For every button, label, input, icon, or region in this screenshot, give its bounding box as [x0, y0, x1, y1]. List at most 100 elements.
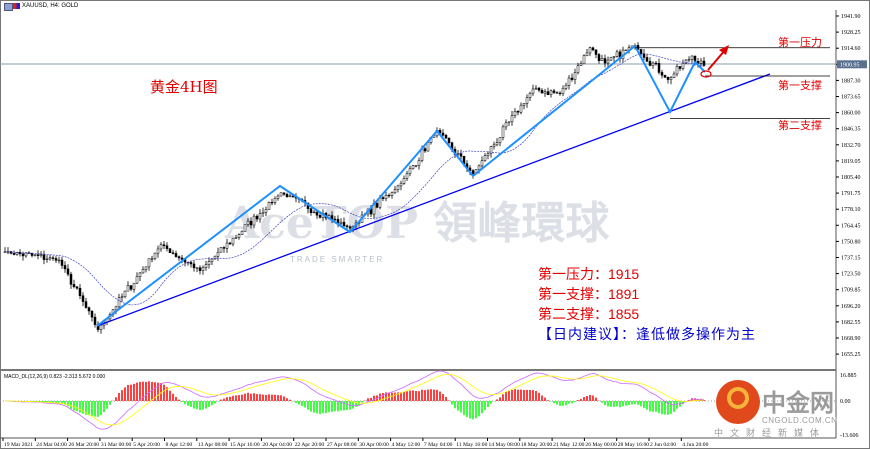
candle-body: [579, 63, 583, 67]
candle-body: [567, 77, 571, 86]
x-tick-label: 27 Apr 08:00: [327, 442, 357, 448]
window-icon: [4, 3, 13, 11]
candle-body: [387, 194, 391, 197]
candle-body: [207, 261, 211, 265]
candle-body: [210, 258, 214, 262]
candle-body: [696, 61, 700, 64]
candle-body: [609, 56, 613, 61]
x-tick-label: 15 Apr 16:00: [230, 442, 260, 448]
candle-body: [480, 160, 484, 167]
candle-body: [129, 285, 133, 290]
candle-body: [669, 77, 673, 80]
candle-body: [690, 55, 694, 60]
y-tick-label: 1696.20: [841, 304, 861, 310]
candle-body: [75, 286, 79, 289]
candle-body: [549, 90, 553, 95]
cngold-logo: 中金网 CNGOLD.COM.CN 中文财经新媒体: [714, 380, 837, 439]
candle-body: [42, 254, 46, 260]
annotations: [96, 44, 830, 327]
candle-body: [555, 92, 559, 94]
candle-body: [117, 297, 121, 308]
candle-body: [90, 310, 94, 318]
x-tick-label: 26 May 00:00: [585, 442, 617, 448]
candle-body: [99, 324, 103, 330]
y-tick-label: 1846.35: [841, 127, 861, 133]
candle-body: [237, 234, 241, 238]
candle-body: [144, 266, 148, 270]
candle-body: [270, 201, 274, 204]
candle-body: [126, 285, 130, 292]
candle-body: [180, 257, 184, 260]
x-tick-label: 31 Mar 00:00: [101, 442, 132, 448]
candle-body: [657, 63, 661, 73]
candle-body: [345, 225, 349, 228]
candle-body: [78, 287, 82, 296]
candle-body: [147, 258, 151, 268]
candle-body: [135, 276, 139, 284]
x-tick-label: 4 May 12:00: [392, 442, 421, 448]
y-tick-label: 1805.40: [841, 175, 861, 181]
candle-body: [255, 215, 259, 220]
candle-body: [402, 178, 406, 184]
candle-body: [501, 126, 505, 138]
price-axis: 1941.90 1928.25 1914.60 1900.95 1887.30 1873.…: [836, 14, 867, 358]
candle-body: [543, 91, 547, 94]
y-tick-label: 1655.25: [841, 352, 861, 358]
analysis-box: 第一压力：1915 第一支撑：1891 第二支撑：1855 【日内建议】：逢低做…: [538, 264, 756, 344]
candle-body: [189, 262, 193, 265]
candle-body: [249, 220, 253, 226]
candle-body: [36, 254, 40, 256]
candle-body: [477, 165, 481, 170]
candle-body: [459, 153, 463, 157]
logo-mark-icon: [716, 380, 760, 424]
candle-body: [552, 90, 556, 93]
candle-body: [93, 316, 97, 325]
candle-body: [693, 55, 697, 62]
candle-body: [195, 267, 199, 269]
candle-body: [339, 221, 343, 224]
candle-body: [492, 144, 496, 147]
candle-body: [396, 185, 400, 190]
candle-body: [192, 263, 196, 269]
y-tick-label: 1914.60: [841, 46, 861, 52]
info-advice: 【日内建议】：逢低做多操作为主: [538, 326, 756, 342]
candle-body: [408, 168, 412, 174]
candle-body: [165, 245, 169, 249]
x-tick-label: 24 Mar 04:00: [36, 442, 67, 448]
y-tick-label: 1819.05: [841, 159, 861, 165]
candle-body: [153, 252, 157, 259]
candle-body: [279, 192, 283, 197]
candle-body: [138, 272, 142, 277]
candle-body: [309, 208, 313, 213]
candle-body: [651, 62, 655, 66]
y-tick-label: 1860.00: [841, 111, 861, 117]
candle-body: [222, 247, 226, 249]
candle-body: [471, 170, 475, 175]
candle-body: [681, 63, 685, 69]
y-tick-label: 1668.90: [841, 336, 861, 342]
x-tick-label: 28 May 16:00: [618, 442, 650, 448]
candle-body: [381, 197, 385, 199]
candle-body: [597, 54, 601, 61]
macd-signal-line: [4, 373, 705, 426]
candle-body: [312, 211, 316, 214]
candle-body: [672, 73, 676, 78]
candle-body: [546, 91, 550, 95]
candle-body: [291, 195, 295, 198]
candle-body: [171, 252, 175, 254]
candle-body: [438, 130, 442, 134]
candle-body: [162, 244, 166, 246]
candle-body: [267, 201, 271, 210]
x-tick-label: 18 May 20:00: [521, 442, 553, 448]
candle-body: [675, 66, 679, 75]
candle-body: [375, 203, 379, 208]
y-tick-label: 1832.70: [841, 143, 861, 149]
candle-body: [201, 267, 205, 271]
candle-body: [72, 284, 76, 287]
bullish-arrow-head-icon: [719, 45, 729, 55]
candle-body: [678, 66, 682, 69]
x-tick-label: 19 Mar 2021: [4, 442, 33, 448]
candle-body: [168, 248, 172, 254]
candle-body: [414, 165, 418, 167]
